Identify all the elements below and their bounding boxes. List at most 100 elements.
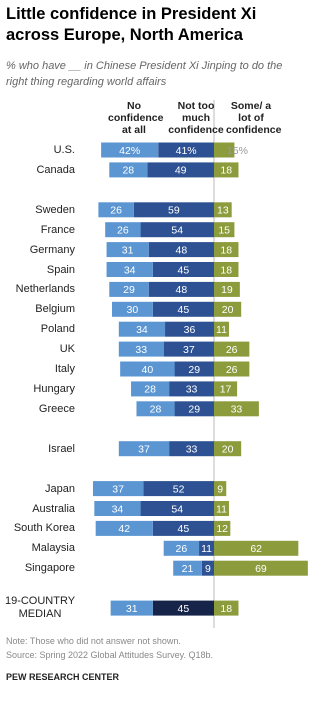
bar-segment bbox=[140, 222, 214, 238]
bar-segment bbox=[214, 381, 238, 397]
value-label: 34 bbox=[136, 324, 148, 336]
value-label: 18 bbox=[220, 264, 232, 276]
row-label: Spain bbox=[46, 263, 75, 276]
bar-segment bbox=[214, 142, 235, 158]
row-label: Germany bbox=[29, 243, 75, 256]
bar-segment bbox=[163, 540, 200, 556]
value-label: 54 bbox=[171, 503, 183, 515]
value-label: 37 bbox=[112, 483, 124, 495]
bar-segment bbox=[136, 401, 175, 417]
bar-segment bbox=[152, 301, 214, 317]
value-label: 33 bbox=[135, 344, 147, 356]
value-label: 12 bbox=[216, 523, 228, 535]
row-label: Italy bbox=[54, 363, 75, 375]
value-label: 18 bbox=[220, 244, 232, 256]
bar-segment bbox=[92, 481, 144, 497]
bar-segment bbox=[120, 361, 175, 377]
bar-segment bbox=[214, 600, 239, 616]
bar-segment bbox=[214, 520, 231, 536]
bar-segment bbox=[214, 401, 259, 417]
bar-segment bbox=[173, 560, 202, 576]
bar-segment bbox=[214, 441, 242, 457]
bar-segment bbox=[214, 222, 235, 238]
bar-segment bbox=[214, 481, 227, 497]
value-label: 28 bbox=[150, 404, 162, 416]
value-label: 49 bbox=[175, 165, 187, 177]
value-label: 42% bbox=[119, 145, 140, 157]
value-label: 45 bbox=[178, 304, 190, 316]
bar-segment bbox=[152, 262, 214, 277]
bar-segment bbox=[109, 281, 149, 297]
value-label: 26 bbox=[117, 224, 129, 236]
bar-segment bbox=[131, 381, 170, 397]
value-label: 9 bbox=[205, 563, 211, 575]
page: 41% 42% 15% 49 28 18 59 26 13 54 26 15 48 31 18 45 34 18 4… bbox=[4, 5, 308, 682]
source: Source: Spring 2022 Global Attitudes Sur… bbox=[6, 650, 213, 660]
row-label: South Korea bbox=[13, 522, 75, 535]
bar-segment bbox=[101, 142, 159, 158]
value-label: 48 bbox=[176, 244, 188, 256]
value-label: 21 bbox=[182, 563, 194, 575]
bar-segment bbox=[109, 162, 148, 178]
row-label: France bbox=[40, 223, 75, 236]
bar-segment bbox=[152, 520, 214, 536]
row-label: Singapore bbox=[24, 562, 75, 575]
bar-segment bbox=[214, 301, 242, 317]
row-label: Hungary bbox=[33, 382, 75, 395]
row-label: Australia bbox=[32, 502, 75, 515]
row-label: U.S. bbox=[53, 144, 75, 156]
bar-segment bbox=[118, 321, 166, 337]
bar-segment bbox=[214, 242, 239, 258]
value-label: 33 bbox=[186, 443, 198, 455]
row-label: Israel bbox=[48, 442, 75, 455]
bar-segment bbox=[214, 560, 308, 576]
value-label: 18 bbox=[220, 603, 232, 615]
legend-header: No confidence at all bbox=[108, 100, 164, 136]
bar-segment bbox=[199, 540, 214, 556]
bar-segment bbox=[214, 262, 239, 277]
credit: PEW RESEARCH CENTER bbox=[6, 672, 120, 682]
bar-segment bbox=[158, 142, 214, 158]
row-label: Poland bbox=[40, 323, 75, 336]
value-label: 13 bbox=[217, 205, 229, 217]
row-label: 19-COUNTRY MEDIAN bbox=[4, 595, 76, 621]
value-label: 29 bbox=[188, 364, 200, 376]
bar-segment bbox=[118, 341, 164, 357]
bar-segment bbox=[152, 600, 214, 616]
bar-segment bbox=[174, 401, 214, 417]
value-label: 54 bbox=[171, 224, 183, 236]
bar-segment bbox=[201, 560, 214, 576]
row-label: Sweden bbox=[35, 203, 75, 216]
value-label: 17 bbox=[220, 384, 232, 396]
row-label: UK bbox=[59, 343, 75, 356]
value-label: 26 bbox=[226, 364, 238, 376]
bar-segment bbox=[214, 162, 239, 178]
bar-segment bbox=[94, 501, 141, 516]
value-label: 45 bbox=[178, 603, 190, 615]
row-label: Netherlands bbox=[15, 283, 75, 296]
bar-segment bbox=[169, 441, 214, 457]
bar-segment bbox=[147, 162, 214, 178]
value-label: 48 bbox=[176, 284, 188, 296]
row-label: Belgium bbox=[35, 303, 75, 316]
value-label: 15% bbox=[227, 145, 248, 157]
value-label: 42 bbox=[118, 523, 130, 535]
value-label: 37 bbox=[138, 443, 150, 455]
value-label: 62 bbox=[250, 543, 262, 555]
value-label: 11 bbox=[216, 324, 227, 336]
value-label: 45 bbox=[178, 264, 190, 276]
bar-segment bbox=[214, 501, 229, 516]
bar-segment bbox=[214, 341, 250, 357]
value-label: 41% bbox=[176, 145, 197, 157]
value-label: 18 bbox=[220, 165, 232, 177]
bar-segment bbox=[148, 281, 214, 297]
value-label: 28 bbox=[144, 384, 156, 396]
value-label: 19 bbox=[221, 284, 233, 296]
value-label: 11 bbox=[216, 503, 227, 515]
bar-segment bbox=[110, 600, 153, 616]
value-label: 30 bbox=[127, 304, 139, 316]
chart-subtitle: % who have __ in Chinese President Xi Ji… bbox=[6, 60, 283, 88]
value-label: 69 bbox=[255, 563, 267, 575]
value-label: 31 bbox=[122, 244, 134, 256]
value-label: 20 bbox=[222, 443, 234, 455]
